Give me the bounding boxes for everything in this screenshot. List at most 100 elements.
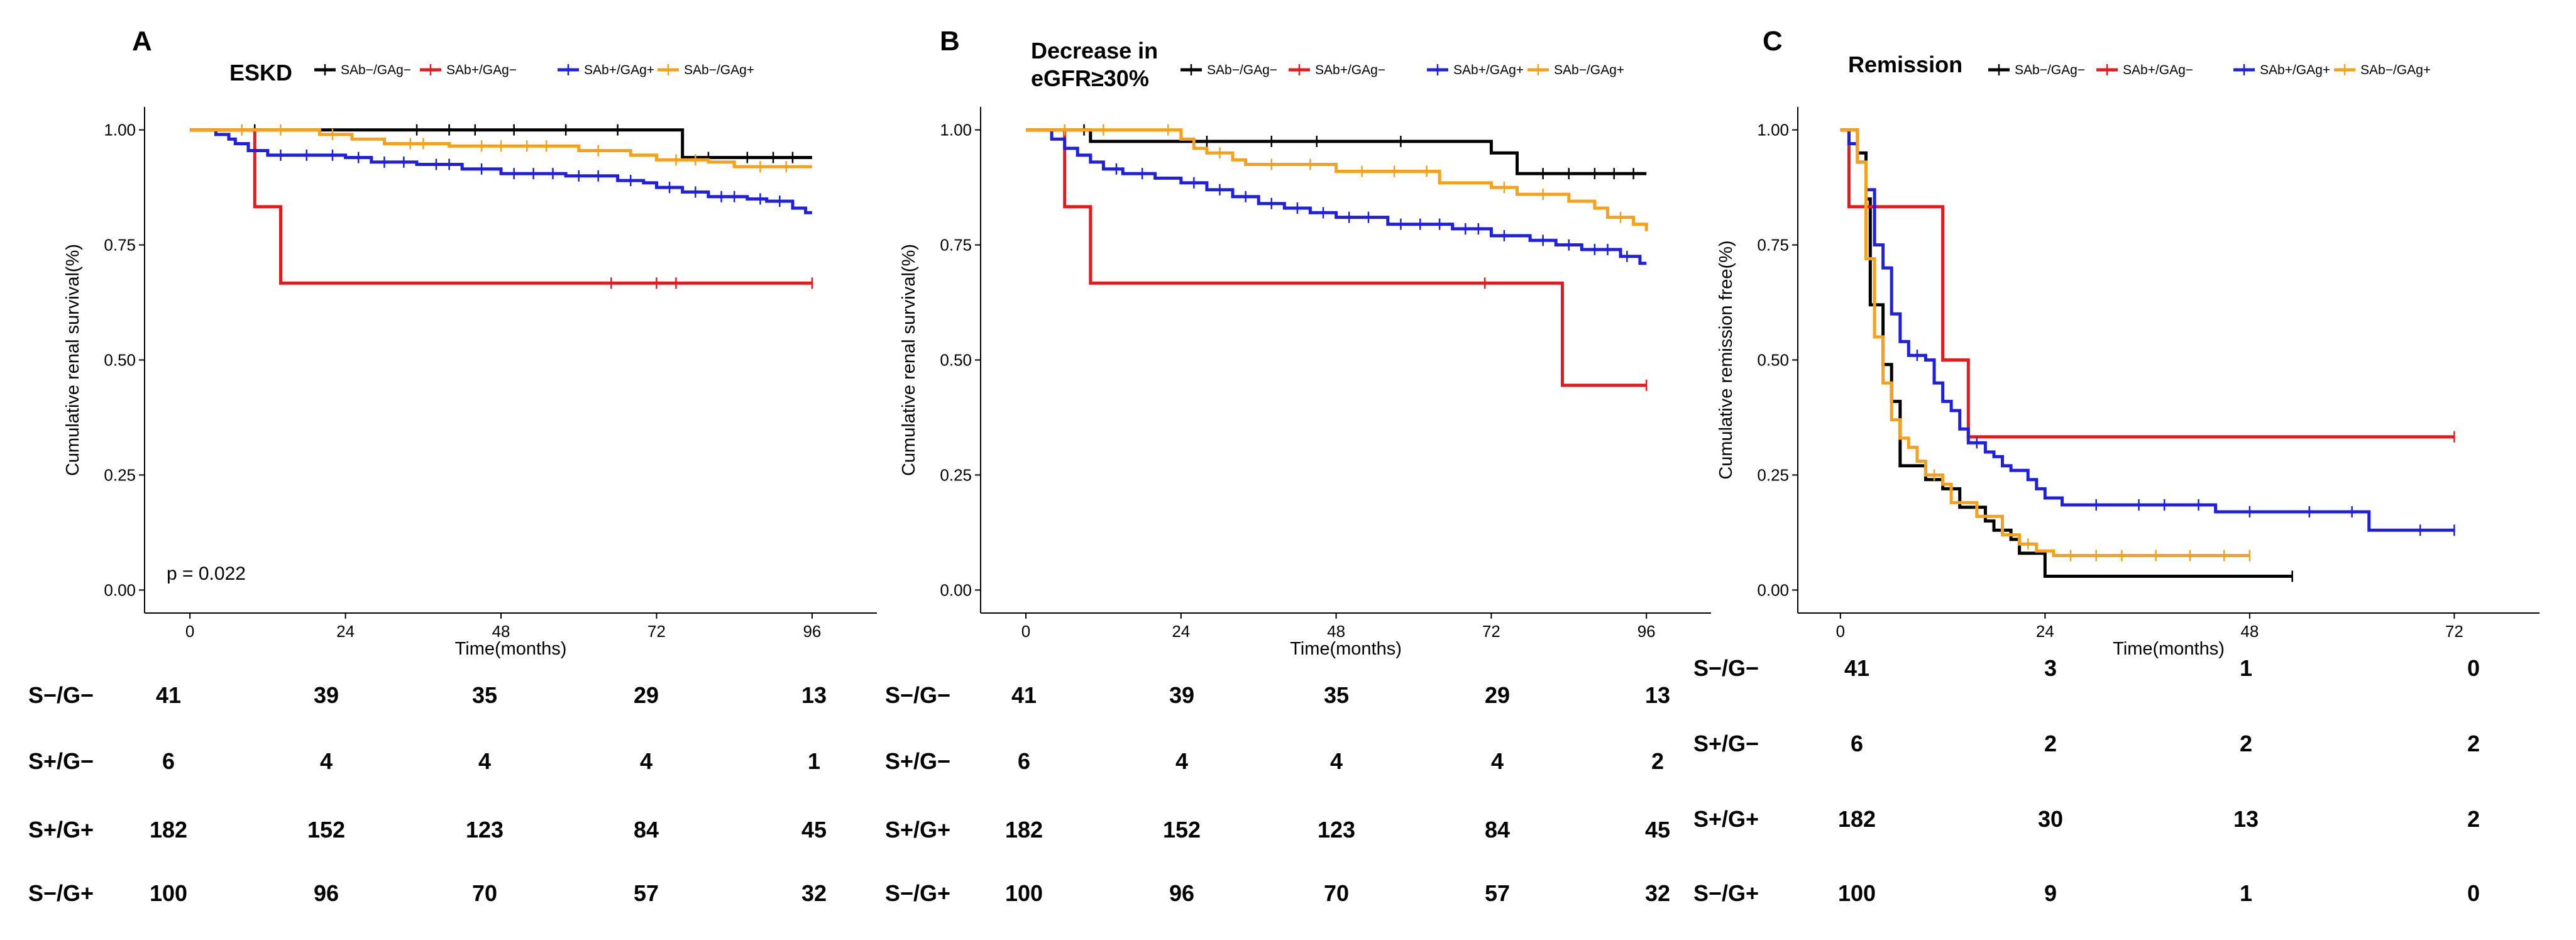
panel-b-risk-count: 152: [1163, 817, 1201, 843]
panel-a-risk-count: 57: [634, 880, 659, 906]
panel-b-title-line-0: Decrease in: [1031, 38, 1158, 64]
panel-b-title-line-1: eGFR≥30%: [1031, 65, 1149, 91]
panel-a-risk-count: 4: [478, 748, 491, 774]
panel-c-x-tick-label: 0: [1836, 622, 1845, 641]
panel-c-risk-count: 2: [2467, 731, 2480, 756]
panel-b-y-tick-label: 0.75: [940, 236, 972, 255]
panel-c-risk-count: 1: [2240, 880, 2252, 906]
panel-b-x-axis-title: Time(months): [1290, 639, 1402, 659]
panel-b-risk-count: 4: [1491, 748, 1504, 774]
panel-b-y-tick-label: 0.00: [940, 580, 972, 599]
panel-b-risk-count: 123: [1318, 817, 1355, 843]
panel-b-risk-count: 96: [1169, 880, 1194, 906]
panel-c-x-tick-label: 48: [2240, 622, 2259, 641]
panel-b-legend-label: SAb−/GAg+: [1554, 63, 1624, 77]
panel-b-series-line: [1026, 128, 1647, 175]
panel-a-risk-count: 13: [801, 682, 827, 708]
panel-a-risk-count: 4: [640, 748, 652, 774]
panel-b-x-tick-label: 48: [1327, 622, 1345, 641]
panel-a-risk-count: 96: [314, 880, 339, 906]
panel-c-y-axis-title: Cumulative remission free(%): [1716, 240, 1736, 479]
panel-c-risk-count: 0: [2467, 655, 2480, 681]
panel-b-risk-count: 13: [1645, 682, 1670, 708]
panel-a-risk-count: 41: [156, 682, 181, 708]
panel-c-title-line-0: Remission: [1848, 52, 1962, 77]
panel-a-risk-count: 123: [466, 817, 504, 843]
panel-b-risk-row-label: S+/G−: [885, 748, 950, 774]
panel-c-risk-row-label: S−/G+: [1693, 880, 1759, 906]
panel-c-x-axis-title: Time(months): [2113, 639, 2225, 659]
panel-b-risk-count: 35: [1324, 682, 1349, 708]
panel-a-risk-count: 152: [307, 817, 345, 843]
panel-b-risk-count: 70: [1324, 880, 1349, 906]
panel-b-risk-count: 45: [1645, 817, 1670, 843]
panel-b-risk-count: 29: [1485, 682, 1510, 708]
panel-c-x-tick-label: 24: [2036, 622, 2054, 641]
panel-a-letter: A: [132, 26, 152, 57]
panel-b-x-tick-label: 24: [1172, 622, 1190, 641]
panel-b-risk-row-label: S+/G+: [885, 817, 950, 843]
panel-b-x-tick-label: 0: [1021, 622, 1030, 641]
panel-b-risk-count: 41: [1011, 682, 1037, 708]
panel-b-risk-count: 6: [1018, 748, 1030, 774]
panel-a-risk-row-label: S+/G−: [28, 748, 94, 774]
panel-b-legend-label: SAb+/GAg−: [1315, 63, 1385, 77]
panel-a-x-tick-label: 24: [336, 622, 355, 641]
panel-a-risk-count: 70: [472, 880, 497, 906]
panel-a-y-tick-label: 1.00: [104, 121, 136, 140]
panel-a-risk-count: 29: [634, 682, 659, 708]
panel-c-risk-count: 100: [1838, 880, 1876, 906]
panel-a-series-line: [190, 128, 812, 285]
panel-a-y-axis-title: Cumulative renal survival(%): [63, 244, 83, 476]
panel-a-legend-label: SAb−/GAg+: [684, 63, 754, 77]
panel-a-y-tick-label: 0.25: [104, 465, 136, 484]
panel-c-x-tick-label: 72: [2445, 622, 2463, 641]
panel-a-risk-row-label: S+/G+: [28, 817, 94, 843]
panel-a-title-line-0: ESKD: [229, 60, 292, 86]
panel-b-risk-count: 4: [1175, 748, 1188, 774]
panel-c-risk-count: 1: [2240, 655, 2252, 681]
panel-c-risk-count: 30: [2038, 806, 2063, 832]
panel-c-y-tick-label: 1.00: [1757, 121, 1789, 140]
panel-c-y-tick-label: 0.50: [1757, 351, 1789, 370]
panel-a-y-tick-label: 0.75: [104, 236, 136, 255]
panel-a-x-tick-label: 48: [492, 622, 510, 641]
panel-b-risk-count: 57: [1485, 880, 1510, 906]
panel-c-risk-row-label: S+/G+: [1693, 806, 1759, 832]
panel-a-risk-count: 100: [150, 880, 187, 906]
panel-c-risk-count: 2: [2240, 731, 2252, 756]
panel-b-risk-row-label: S−/G+: [885, 880, 950, 906]
panel-b-risk-count: 39: [1169, 682, 1194, 708]
panel-c-risk-count: 0: [2467, 880, 2480, 906]
panel-b-risk-row-label: S−/G−: [885, 682, 950, 708]
panel-a-risk-count: 182: [150, 817, 187, 843]
panel-a-risk-row-label: S−/G+: [28, 880, 94, 906]
panel-b-legend-label: SAb+/GAg+: [1453, 63, 1524, 77]
panel-b-y-tick-label: 0.25: [940, 465, 972, 484]
panel-a-risk-count: 4: [320, 748, 333, 774]
panel-c-y-tick-label: 0.25: [1757, 465, 1789, 484]
panel-c-series-line: [1840, 128, 2455, 532]
panel-b-risk-count: 2: [1651, 748, 1664, 774]
panel-c-risk-count: 9: [2044, 880, 2057, 906]
panel-b-y-axis-title: Cumulative renal survival(%): [899, 244, 919, 476]
panel-a-y-tick-label: 0.50: [104, 351, 136, 370]
panel-c-risk-count: 3: [2044, 655, 2057, 681]
panel-a-risk-count: 39: [314, 682, 339, 708]
panel-b-risk-count: 182: [1005, 817, 1043, 843]
panel-a-risk-count: 84: [634, 817, 659, 843]
panel-a-risk-count: 32: [801, 880, 827, 906]
panel-c-legend-label: SAb−/GAg+: [2360, 63, 2431, 77]
panel-a-x-tick-label: 0: [185, 622, 194, 641]
panel-c-risk-count: 13: [2233, 806, 2259, 832]
panel-a-x-tick-label: 72: [647, 622, 666, 641]
panel-c-legend-label: SAb+/GAg+: [2260, 63, 2330, 77]
panel-a-legend-label: SAb−/GAg−: [341, 63, 411, 77]
panel-a-risk-count: 6: [162, 748, 175, 774]
panel-c-risk-count: 2: [2044, 731, 2057, 756]
panel-a-series-line: [190, 128, 812, 169]
panel-b-x-tick-label: 96: [1638, 622, 1656, 641]
panel-c-risk-count: 6: [1851, 731, 1863, 756]
panel-b-risk-count: 84: [1485, 817, 1510, 843]
panel-a-legend-label: SAb+/GAg−: [446, 63, 517, 77]
